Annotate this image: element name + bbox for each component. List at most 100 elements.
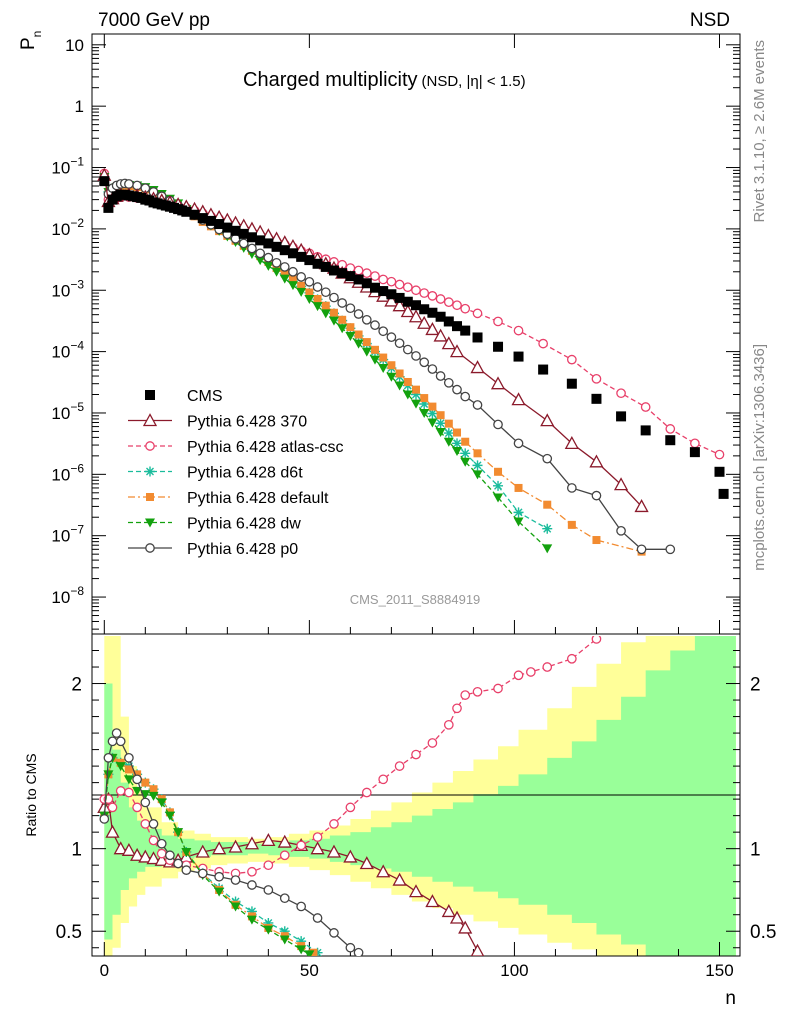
- legend-label: Pythia 6.428 default: [187, 490, 329, 507]
- data-point: [181, 847, 192, 857]
- legend-label: Pythia 6.428 dw: [187, 516, 301, 533]
- data-point: [419, 288, 430, 298]
- data-point: [400, 304, 415, 318]
- data-point: [470, 943, 485, 956]
- data-point: [543, 500, 552, 509]
- data-point: [146, 493, 154, 501]
- data-point: [542, 523, 553, 534]
- data-point: [420, 394, 429, 403]
- data-point: [312, 302, 323, 312]
- data-point: [247, 866, 257, 877]
- data-point: [230, 875, 241, 885]
- data-point: [230, 225, 241, 236]
- data-point: [353, 265, 364, 276]
- data-point: [592, 536, 601, 545]
- data-point: [345, 303, 356, 314]
- data-point: [387, 361, 396, 370]
- legend-label: CMS: [187, 388, 223, 405]
- data-point: [154, 852, 169, 866]
- data-point: [145, 390, 155, 400]
- ratio-tick-label: 0.5: [56, 922, 82, 943]
- data-point: [156, 838, 167, 849]
- data-point: [419, 408, 430, 418]
- data-point: [493, 419, 503, 430]
- data-point: [436, 411, 445, 420]
- data-point: [566, 378, 577, 389]
- data-point: [107, 736, 118, 747]
- data-point: [149, 785, 158, 794]
- data-point: [296, 840, 307, 851]
- data-point: [287, 248, 298, 259]
- x-tick-label: 100: [500, 961, 528, 980]
- data-point: [370, 345, 379, 354]
- data-point: [145, 518, 155, 528]
- data-point: [337, 268, 348, 279]
- data-point: [320, 287, 331, 298]
- data-point: [427, 418, 438, 428]
- data-point: [195, 844, 210, 858]
- data-point: [296, 936, 307, 947]
- data-point: [493, 493, 504, 503]
- data-point: [394, 381, 405, 391]
- data-point: [370, 271, 380, 281]
- data-point: [441, 904, 456, 918]
- data-point: [181, 865, 192, 875]
- data-point: [566, 653, 577, 664]
- data-point: [132, 774, 142, 785]
- data-point: [263, 925, 274, 935]
- data-point: [255, 235, 266, 246]
- data-point: [140, 797, 151, 808]
- data-point: [411, 351, 421, 361]
- data-point: [394, 761, 405, 771]
- data-point: [472, 460, 483, 471]
- data-point: [470, 360, 485, 374]
- data-point: [279, 926, 290, 937]
- data-point: [279, 850, 290, 861]
- data-point: [133, 770, 142, 779]
- data-point: [566, 483, 577, 493]
- mcplots-reference-label: mcplots.cern.ch [arXiv:1306.3436]: [751, 344, 768, 571]
- data-point: [156, 798, 167, 808]
- data-point: [329, 292, 339, 303]
- data-point: [665, 435, 676, 446]
- series-line: [103, 176, 548, 530]
- data-point: [460, 457, 471, 467]
- chart-title-main: Charged multiplicity: [243, 69, 418, 91]
- data-point: [246, 906, 257, 917]
- data-point: [613, 477, 629, 491]
- data-point: [345, 271, 356, 282]
- data-point: [376, 864, 391, 878]
- data-point: [419, 357, 430, 368]
- data-point: [378, 774, 389, 785]
- data-point: [452, 321, 463, 332]
- data-point: [566, 354, 577, 365]
- legend-entry: Pythia 6.428 atlas-csc: [128, 439, 344, 456]
- data-point: [361, 278, 372, 289]
- data-point: [435, 311, 446, 322]
- data-point: [443, 437, 454, 447]
- data-point: [435, 418, 446, 429]
- data-point: [425, 894, 440, 908]
- data-point: [636, 544, 647, 555]
- legend-entry: Pythia 6.428 370: [128, 413, 307, 431]
- data-point: [343, 849, 358, 863]
- data-point: [384, 293, 399, 307]
- data-point: [443, 377, 454, 388]
- data-point: [141, 778, 150, 787]
- data-point: [312, 832, 323, 842]
- data-point: [145, 543, 155, 553]
- data-point: [361, 787, 372, 798]
- y-tick-label: 10−7: [51, 523, 84, 546]
- data-point: [296, 287, 307, 297]
- legend-label: Pythia 6.428 p0: [187, 541, 298, 558]
- data-point: [616, 525, 626, 536]
- data-point: [714, 466, 725, 477]
- data-point: [328, 265, 339, 276]
- y-tick-label: 10−2: [51, 216, 84, 239]
- data-point: [111, 728, 122, 738]
- series-pythia-6-428-default: [100, 173, 646, 556]
- data-point: [460, 690, 471, 700]
- data-point: [378, 286, 389, 297]
- y-tick-label: 1: [75, 97, 84, 116]
- data-point: [246, 232, 257, 243]
